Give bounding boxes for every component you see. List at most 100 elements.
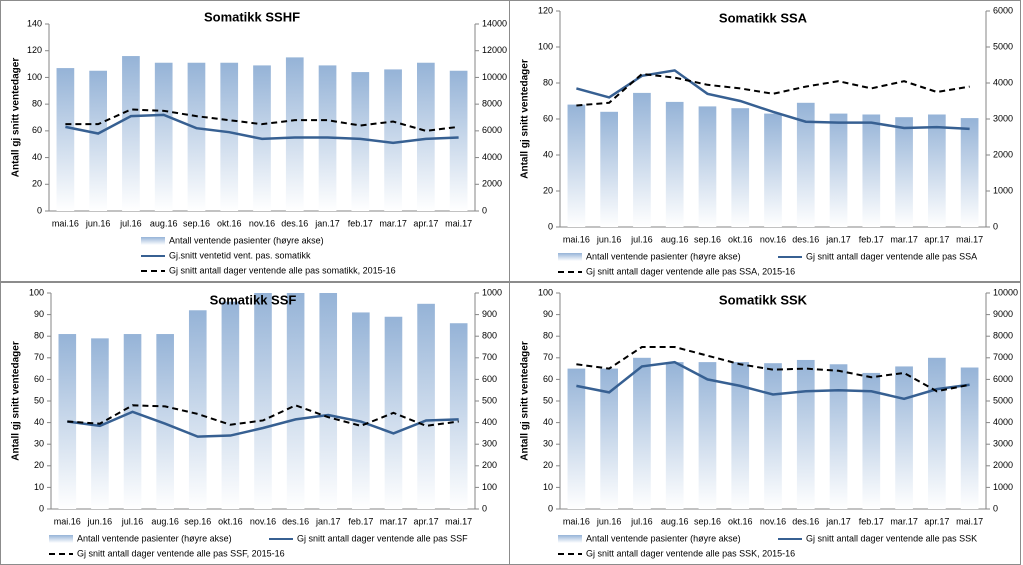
y-axis-label: Antall gj snitt ventedager [520,59,531,179]
y2-tick-label: 100 [482,482,497,492]
bar [319,293,338,509]
x-tick-label: aug.16 [151,516,179,526]
y2-tick-label: 6000 [993,374,1013,384]
x-tick-label: mai.17 [445,516,472,526]
x-tick-label: apr.17 [924,516,949,526]
x-tick-label: jun.16 [87,516,113,526]
x-tick-label: jan.17 [825,516,851,526]
y2-tick-label: 500 [482,395,497,405]
line [576,72,970,107]
y-tick-label: 0 [39,503,44,513]
y-axis-label: Antall gj snitt ventedager [520,341,531,461]
x-tick-label: jun.16 [596,516,622,526]
x-tick-label: mar.17 [380,516,408,526]
x-tick-label: nov.16 [760,234,786,244]
y2-tick-label: 3000 [993,113,1013,123]
y2-tick-label: 10000 [482,72,507,82]
chart-title: Somatikk SSA [719,10,808,25]
bar [927,114,946,227]
x-tick-label: aug.16 [150,218,178,228]
line [576,69,970,131]
bar [351,72,370,211]
x-tick-label: aug.16 [661,516,689,526]
bar [665,101,684,227]
x-tick-label: mar.17 [890,234,918,244]
y-tick-label: 0 [37,205,42,215]
y2-tick-label: 0 [482,503,487,513]
legend-label: Gj snitt antall dager ventende alle pas … [297,533,468,543]
y2-tick-label: 4000 [993,77,1013,87]
y2-tick-label: 8000 [993,331,1013,341]
x-tick-label: feb.17 [859,234,884,244]
x-tick-label: jan.17 [315,516,341,526]
y2-tick-label: 1000 [993,482,1013,492]
y2-tick-label: 6000 [482,125,502,135]
y-tick-label: 70 [543,352,553,362]
bar [449,323,468,509]
x-tick-label: okt.16 [218,516,243,526]
x-tick-label: apr.17 [414,516,439,526]
y2-tick-label: 400 [482,417,497,427]
x-tick-label: mai.17 [445,218,472,228]
chart-panel: 0102030405060708090100010002000300040005… [509,282,1021,565]
y2-tick-label: 9000 [993,309,1013,319]
legend-label: Antall ventende pasienter (høyre akse) [169,235,324,245]
bar [895,117,913,227]
y2-tick-label: 3000 [993,439,1013,449]
x-tick-label: okt.16 [728,234,753,244]
y-tick-label: 20 [543,460,553,470]
legend-label: Gj snitt antall dager ventende alle pas … [806,251,977,261]
x-tick-label: jul.16 [630,234,653,244]
x-tick-label: jun.16 [596,234,622,244]
y-tick-label: 80 [32,99,42,109]
bar [220,62,239,211]
y-tick-label: 60 [543,374,553,384]
bar [600,368,619,509]
y2-tick-label: 14000 [482,18,507,28]
chart-panel: 0102030405060708090100010020030040050060… [0,282,510,565]
bar [698,106,717,227]
line [576,346,970,393]
y2-tick-label: 900 [482,309,497,319]
y-tick-label: 0 [548,503,553,513]
bar [796,359,815,509]
bar [286,293,305,509]
x-tick-label: des.16 [281,218,308,228]
bar [384,69,402,212]
y-tick-label: 20 [34,460,44,470]
x-tick-label: mai.16 [54,516,81,526]
y-axis-label: Antall gj snitt ventedager [11,58,22,178]
y-tick-label: 20 [32,179,42,189]
y-tick-label: 80 [543,77,553,87]
x-tick-label: mai.17 [956,234,983,244]
y-tick-label: 70 [34,352,44,362]
y-tick-label: 40 [543,149,553,159]
x-tick-label: nov.16 [249,218,275,228]
legend-label: Gj snitt antall dager ventende alle pas … [77,548,285,558]
y2-tick-label: 6000 [993,5,1013,15]
line [67,404,459,427]
y-tick-label: 40 [32,152,42,162]
bar [89,70,108,211]
legend-label: Gj snitt antall dager ventende alle pas … [806,533,977,543]
x-tick-label: mai.16 [52,218,79,228]
bar [731,108,750,227]
y2-tick-label: 5000 [993,395,1013,405]
bar [154,62,173,211]
y2-tick-label: 300 [482,439,497,449]
x-tick-label: feb.17 [859,516,884,526]
y-tick-label: 50 [543,395,553,405]
y-tick-label: 10 [543,482,553,492]
bar [960,118,979,227]
x-tick-label: feb.17 [348,516,373,526]
y2-tick-label: 12000 [482,45,507,55]
y2-tick-label: 200 [482,460,497,470]
y2-tick-label: 600 [482,374,497,384]
x-tick-label: jul.16 [630,516,653,526]
line [65,113,459,145]
bar [829,113,848,227]
y2-tick-label: 700 [482,352,497,362]
bar [764,363,782,509]
y2-tick-label: 4000 [993,417,1013,427]
